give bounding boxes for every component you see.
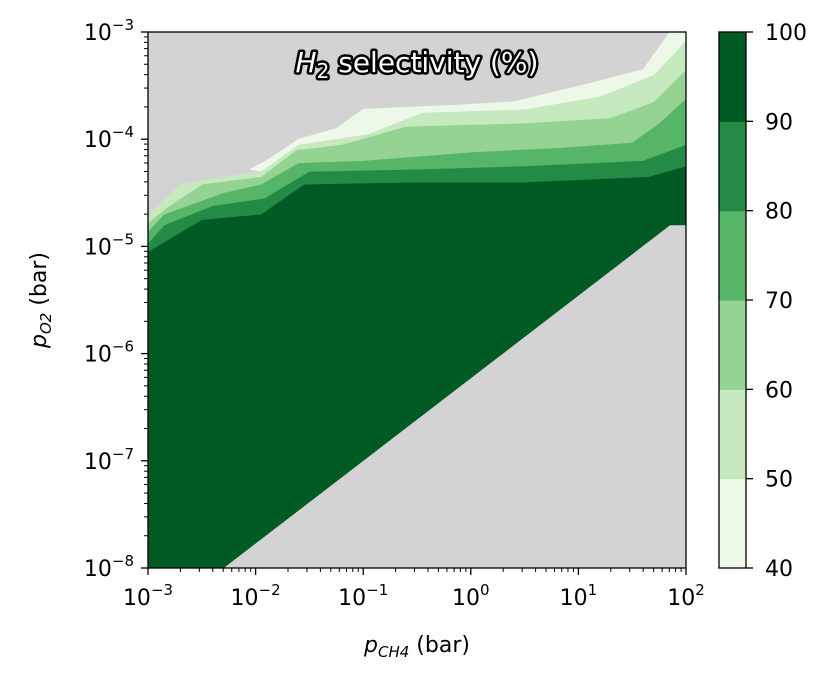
y-axis: 10−8 10−7 10−6 10−5 10−4 10−3 (84, 16, 148, 582)
colorbar-segment (719, 210, 746, 301)
colorbar-tick-label: 60 (765, 378, 793, 403)
y-tick-label: 10−4 (84, 123, 134, 153)
y-tick-label: 10−5 (84, 230, 134, 260)
x-tick-label: 10−1 (338, 581, 388, 611)
y-axis-label: pO2 (bar) (27, 252, 55, 349)
y-tick-label: 10−3 (84, 16, 134, 46)
colorbar-tick-label: 80 (765, 200, 793, 225)
colorbar-tick-label: 50 (765, 468, 793, 493)
x-axis-label: pCH4 (bar) (363, 633, 470, 661)
colorbar-tick-label: 70 (765, 289, 793, 314)
colorbar-tick-label: 100 (765, 21, 807, 46)
x-tick-label: 101 (560, 581, 598, 611)
x-axis: 10−3 10−2 10−1 100 101 102 (123, 568, 705, 611)
colorbar-tick-label: 40 (765, 557, 793, 582)
plot-frame (147, 31, 687, 569)
x-tick-label: 10−2 (231, 581, 281, 611)
colorbar-segment (719, 478, 746, 569)
colorbar-segment (719, 121, 746, 212)
colorbar-segment (719, 32, 746, 122)
colorbar: 40 50 60 70 80 90 100 (718, 21, 807, 582)
y-tick-label: 10−6 (84, 338, 134, 368)
x-tick-label: 10−3 (123, 581, 173, 611)
colorbar-tick-label: 90 (765, 110, 793, 135)
plot-area (147, 31, 687, 569)
colorbar-segment (719, 389, 746, 480)
chart-title: H2 selectivity (%) (296, 46, 539, 83)
x-tick-label: 102 (667, 581, 705, 611)
colorbar-segment (719, 300, 746, 390)
y-tick-label: 10−8 (84, 552, 134, 582)
y-tick-label: 10−7 (84, 445, 134, 475)
x-tick-label: 100 (452, 581, 490, 611)
